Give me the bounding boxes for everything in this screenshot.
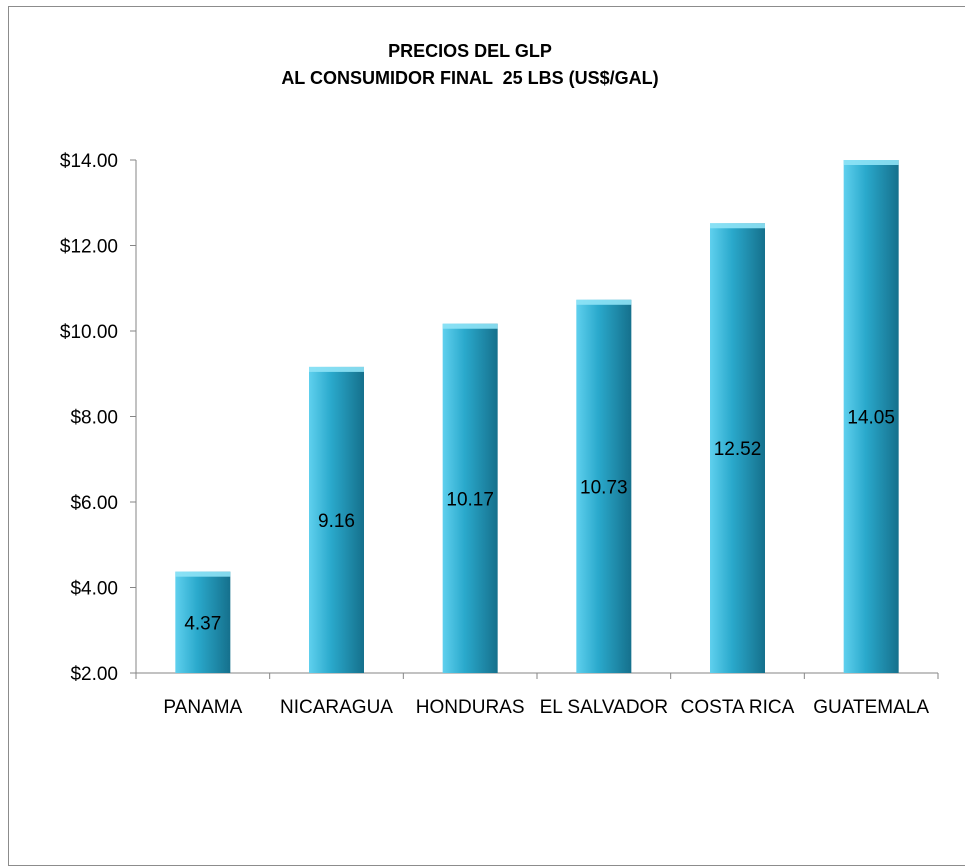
data-label: 4.37 [184,613,221,634]
y-tick-label: $2.00 [70,664,118,685]
x-tick-label: HONDURAS [416,697,525,718]
data-label: 12.52 [714,439,762,460]
data-label: 10.73 [580,477,628,498]
bar-top-highlight [576,299,632,305]
bar [442,323,498,673]
data-label: 14.05 [847,408,895,429]
chart-title: PRECIOS DEL GLP AL CONSUMIDOR FINAL 25 L… [0,38,940,92]
x-tick-label: GUATEMALA [813,697,929,718]
y-tick-label: $14.00 [60,151,118,172]
bar-top-highlight [309,366,364,372]
bar [175,571,231,673]
chart-title-line-1: PRECIOS DEL GLP [388,41,552,61]
bar-top-highlight [843,160,899,165]
y-tick-label: $10.00 [60,322,118,343]
bar [309,366,364,673]
x-tick-label: PANAMA [163,697,242,718]
bar [843,160,899,673]
y-tick-label: $6.00 [70,493,118,514]
axes: $2.00 $4.00 $6.00 $8.00 $10.00 $12.00 $14.00 [60,151,939,685]
y-tick-label: $12.00 [60,237,118,258]
labels: PANAMA 4.37 NICARAGUA 9.16 HONDURAS 10.17 EL S… [163,408,929,719]
bar-top-highlight [175,571,231,577]
x-tick-label: COSTA RICA [681,697,795,718]
data-label: 9.16 [318,511,355,532]
x-tick-label: EL SALVADOR [540,697,668,718]
chart-title-line-2: AL CONSUMIDOR FINAL 25 LBS (US$/GAL) [281,68,659,88]
bar [710,223,765,673]
y-tick-label: $8.00 [70,408,118,429]
y-tick-label: $4.00 [70,579,118,600]
bars [175,160,899,673]
x-tick-label: NICARAGUA [280,697,393,718]
bar-top-highlight [442,323,498,329]
data-label: 10.17 [446,489,494,510]
bar-top-highlight [710,223,765,229]
bar [576,299,632,673]
